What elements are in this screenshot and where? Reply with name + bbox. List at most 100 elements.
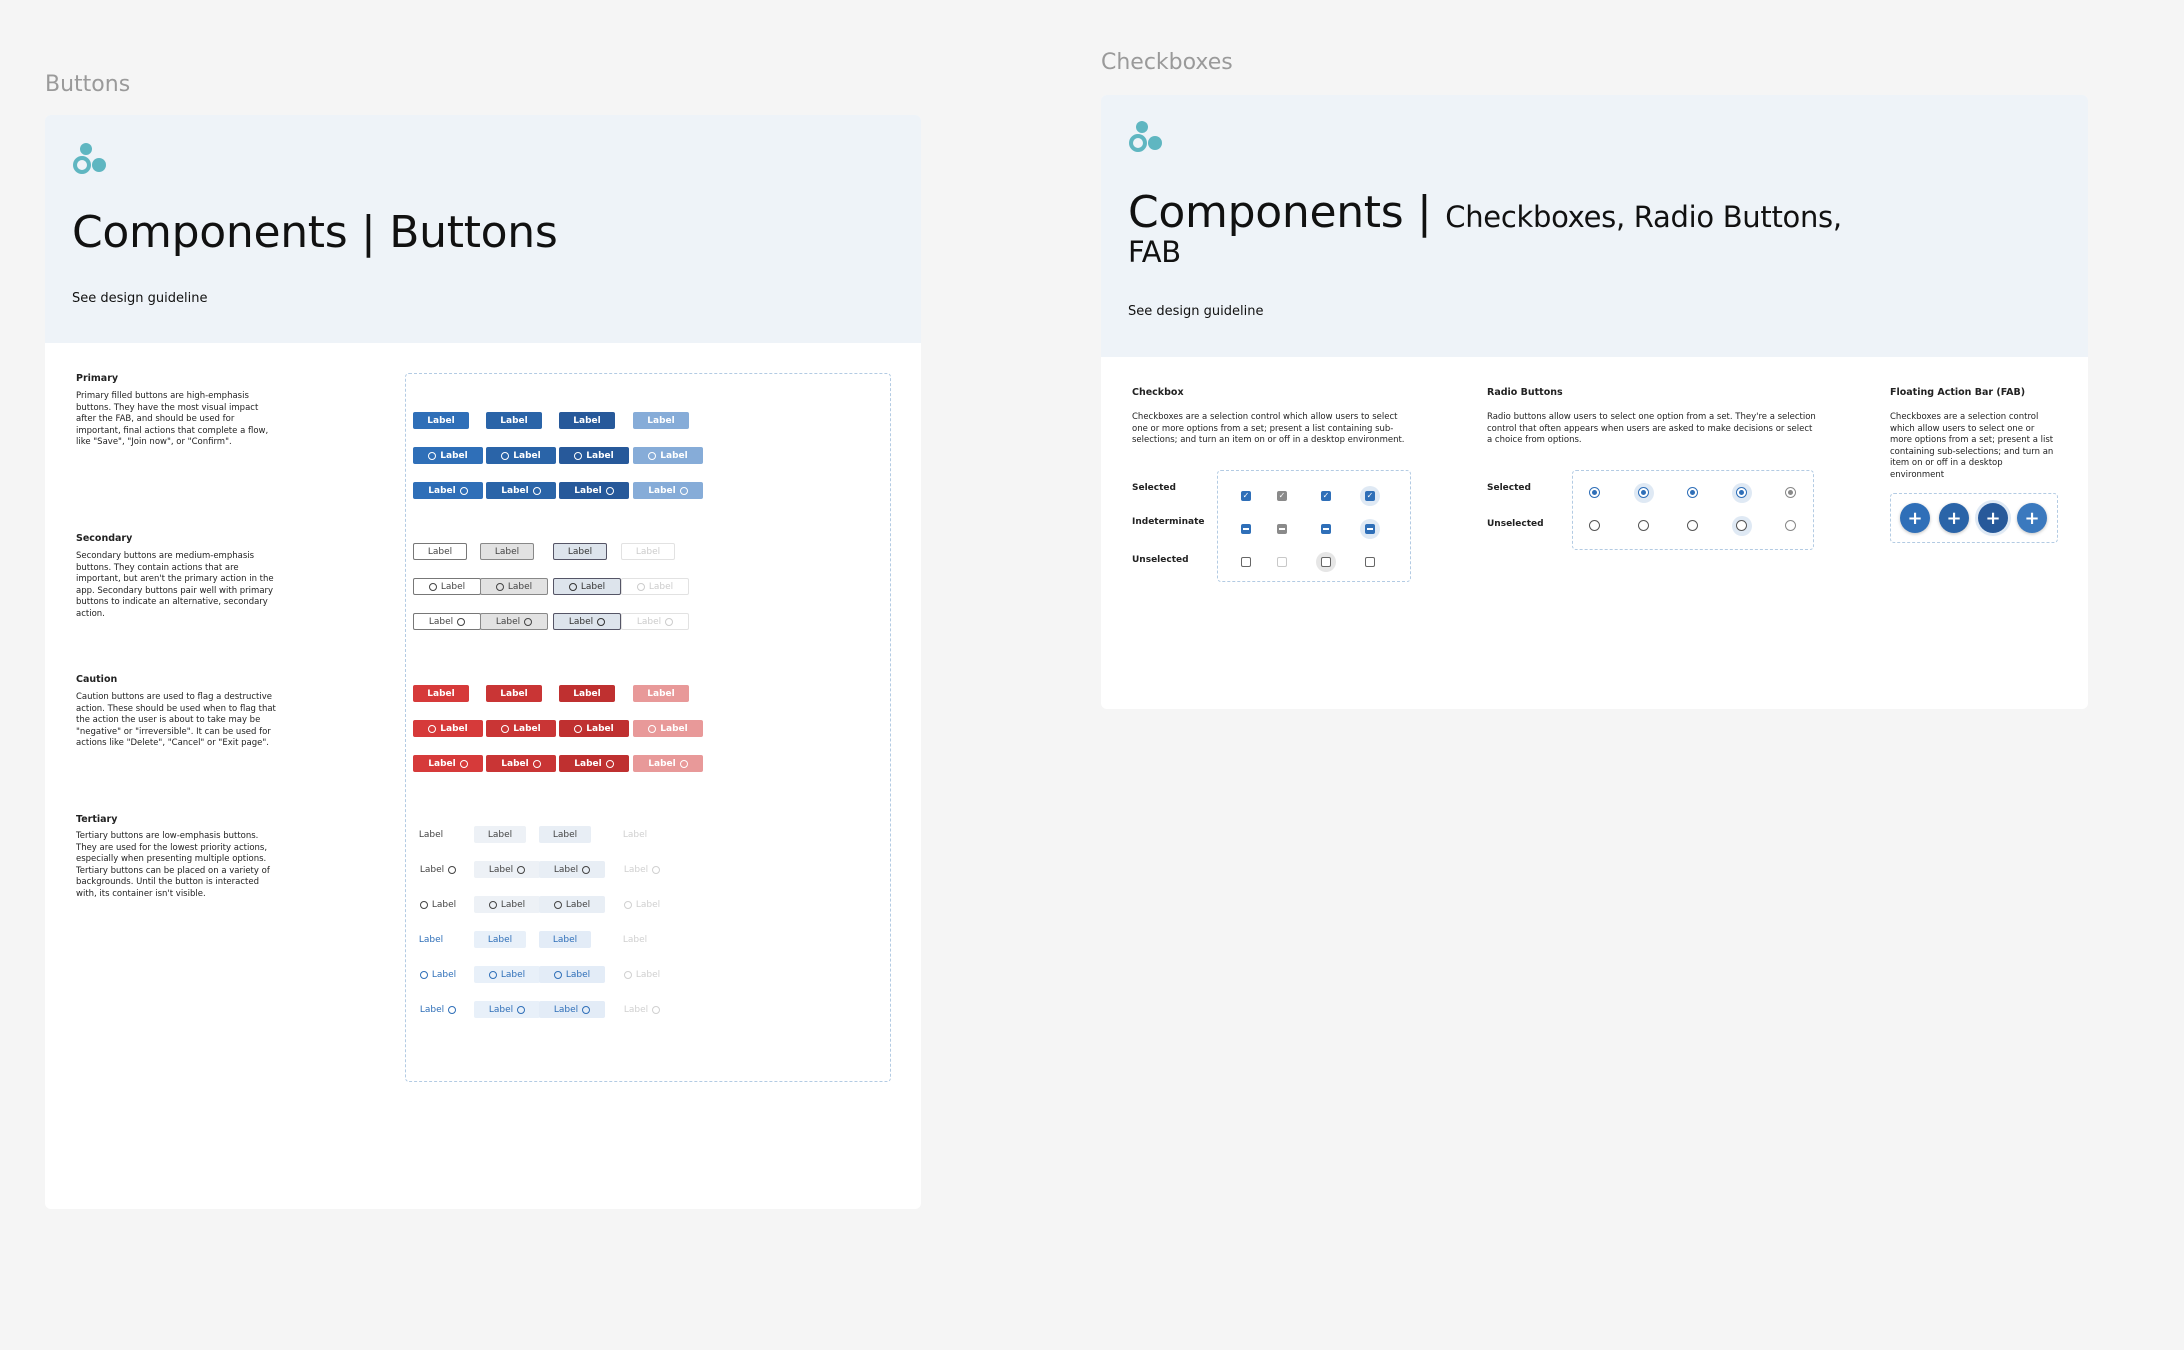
tertiary-button-hover[interactable]: Label xyxy=(474,861,540,878)
tertiary-button-disabled[interactable]: Label xyxy=(609,966,675,983)
checkbox-unselected-focus[interactable] xyxy=(1365,557,1375,567)
caution-button-disabled[interactable]: Label xyxy=(633,685,689,702)
checkbox-selected-focus[interactable]: ✓ xyxy=(1365,491,1375,501)
tertiary-button-hover[interactable]: Label xyxy=(474,826,526,843)
checkbox-unselected-default[interactable] xyxy=(1241,557,1251,567)
dash-icon xyxy=(1243,528,1249,530)
tertiary-button-disabled[interactable]: Label xyxy=(609,826,661,843)
checkbox-indeterminate-hover[interactable] xyxy=(1321,524,1331,534)
caution-button-hover[interactable]: Label xyxy=(486,685,542,702)
primary-button-disabled-trailing-icon[interactable]: Label xyxy=(633,482,703,499)
tertiary-button-default[interactable]: Label xyxy=(405,896,471,913)
checkboxes-frame: Components | Checkboxes, Radio Buttons, … xyxy=(1101,95,2088,709)
caution-button-disabled-leading-icon[interactable]: Label xyxy=(633,720,703,737)
circle-icon xyxy=(428,582,437,591)
caution-button-default[interactable]: Label xyxy=(413,685,469,702)
tertiary-button-default[interactable]: Label xyxy=(405,861,471,878)
tertiary-button-active[interactable]: Label xyxy=(539,931,591,948)
primary-button-hover[interactable]: Label xyxy=(486,412,542,429)
tertiary-button-hover[interactable]: Label xyxy=(474,931,526,948)
primary-button-active-trailing-icon[interactable]: Label xyxy=(559,482,629,499)
tertiary-button-active[interactable]: Label xyxy=(539,1001,605,1018)
primary-button-disabled-leading-icon[interactable]: Label xyxy=(633,447,703,464)
secondary-button-active[interactable]: Label xyxy=(553,543,607,560)
radio-unselected-active[interactable] xyxy=(1687,520,1698,531)
tertiary-button-disabled[interactable]: Label xyxy=(609,896,675,913)
tertiary-button-disabled[interactable]: Label xyxy=(609,1001,675,1018)
button-label: Label xyxy=(427,415,455,426)
radio-dot-icon xyxy=(1739,490,1744,495)
primary-button-hover-trailing-icon[interactable]: Label xyxy=(486,482,556,499)
tertiary-button-active[interactable]: Label xyxy=(539,896,605,913)
tertiary-button-default[interactable]: Label xyxy=(405,931,457,948)
caution-button-default-leading-icon[interactable]: Label xyxy=(413,720,483,737)
secondary-button-hover[interactable]: Label xyxy=(480,543,534,560)
secondary-button-disabled[interactable]: Label xyxy=(621,543,675,560)
checkbox-indeterminate-default[interactable] xyxy=(1241,524,1251,534)
radio-unselected-disabled[interactable] xyxy=(1785,520,1796,531)
caution-button-active-leading-icon[interactable]: Label xyxy=(559,720,629,737)
radio-selected-active[interactable] xyxy=(1687,487,1698,498)
radio-unselected-hover[interactable] xyxy=(1638,520,1649,531)
tertiary-button-hover[interactable]: Label xyxy=(474,896,540,913)
radio-unselected-default[interactable] xyxy=(1589,520,1600,531)
radio-selected-default[interactable] xyxy=(1589,487,1600,498)
radio-selected-disabled[interactable] xyxy=(1785,487,1796,498)
secondary-button-disabled-trailing-icon[interactable]: Label xyxy=(621,613,689,630)
secondary-button-hover-trailing-icon[interactable]: Label xyxy=(480,613,548,630)
radio-unselected-focus[interactable] xyxy=(1736,520,1747,531)
primary-button-default-trailing-icon[interactable]: Label xyxy=(413,482,483,499)
radio-selected-focus[interactable] xyxy=(1736,487,1747,498)
primary-button-active[interactable]: Label xyxy=(559,412,615,429)
tertiary-button-hover[interactable]: Label xyxy=(474,1001,540,1018)
tertiary-button-default[interactable]: Label xyxy=(405,826,457,843)
checkbox-selected-default[interactable]: ✓ xyxy=(1241,491,1251,501)
radio-selected-hover[interactable] xyxy=(1638,487,1649,498)
primary-button-disabled[interactable]: Label xyxy=(633,412,689,429)
primary-button-default[interactable]: Label xyxy=(413,412,469,429)
fab-add-button-hover[interactable]: + xyxy=(1939,503,1969,533)
design-guideline-link[interactable]: See design guideline xyxy=(1128,304,1264,319)
secondary-button-hover-leading-icon[interactable]: Label xyxy=(480,578,548,595)
secondary-button-disabled-leading-icon[interactable]: Label xyxy=(621,578,689,595)
fab-add-button-default[interactable]: + xyxy=(1900,503,1930,533)
tertiary-button-hover[interactable]: Label xyxy=(474,966,540,983)
secondary-button-active-trailing-icon[interactable]: Label xyxy=(553,613,621,630)
button-label: Label xyxy=(440,581,466,592)
tertiary-button-default[interactable]: Label xyxy=(405,966,471,983)
circle-icon xyxy=(568,582,577,591)
checkmark-icon: ✓ xyxy=(1366,491,1374,500)
circle-icon xyxy=(501,724,510,733)
primary-button-active-leading-icon[interactable]: Label xyxy=(559,447,629,464)
caution-button-hover-trailing-icon[interactable]: Label xyxy=(486,755,556,772)
caution-button-active[interactable]: Label xyxy=(559,685,615,702)
tertiary-button-disabled[interactable]: Label xyxy=(609,931,661,948)
caution-button-active-trailing-icon[interactable]: Label xyxy=(559,755,629,772)
secondary-button-default[interactable]: Label xyxy=(413,543,467,560)
tertiary-button-active[interactable]: Label xyxy=(539,861,605,878)
tertiary-button-default[interactable]: Label xyxy=(405,1001,471,1018)
checkbox-indeterminate-disabled[interactable] xyxy=(1277,524,1287,534)
secondary-button-default-trailing-icon[interactable]: Label xyxy=(413,613,481,630)
fab-add-button-active[interactable]: + xyxy=(1978,503,2008,533)
secondary-button-default-leading-icon[interactable]: Label xyxy=(413,578,481,595)
secondary-button-active-leading-icon[interactable]: Label xyxy=(553,578,621,595)
checkbox-selected-disabled[interactable]: ✓ xyxy=(1277,491,1287,501)
tertiary-button-active[interactable]: Label xyxy=(539,826,591,843)
caution-button-disabled-trailing-icon[interactable]: Label xyxy=(633,755,703,772)
button-label: Label xyxy=(586,723,614,734)
caution-button-hover-leading-icon[interactable]: Label xyxy=(486,720,556,737)
tertiary-button-disabled[interactable]: Label xyxy=(609,861,675,878)
checkbox-indeterminate-focus[interactable] xyxy=(1365,524,1375,534)
fab-add-button-focus[interactable]: + xyxy=(2017,503,2047,533)
design-guideline-link[interactable]: See design guideline xyxy=(72,291,208,306)
checkbox-unselected-disabled[interactable] xyxy=(1277,557,1287,567)
caution-button-default-trailing-icon[interactable]: Label xyxy=(413,755,483,772)
button-label: Label xyxy=(440,723,468,734)
primary-button-default-leading-icon[interactable]: Label xyxy=(413,447,483,464)
primary-button-hover-leading-icon[interactable]: Label xyxy=(486,447,556,464)
checkbox-selected-hover[interactable]: ✓ xyxy=(1321,491,1331,501)
button-label: Label xyxy=(553,1004,579,1015)
checkbox-unselected-hover[interactable] xyxy=(1321,557,1331,567)
tertiary-button-active[interactable]: Label xyxy=(539,966,605,983)
